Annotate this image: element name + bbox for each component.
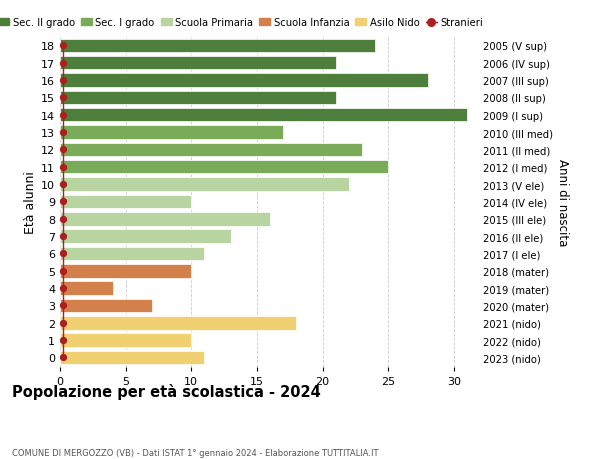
Point xyxy=(58,233,68,240)
Point xyxy=(58,77,68,84)
Bar xyxy=(60,282,113,295)
Bar xyxy=(60,213,270,226)
Bar xyxy=(60,74,427,88)
Bar xyxy=(60,264,191,278)
Point xyxy=(58,95,68,102)
Y-axis label: Anni di nascita: Anni di nascita xyxy=(556,158,569,246)
Bar xyxy=(60,178,349,191)
Bar xyxy=(60,57,335,70)
Text: Popolazione per età scolastica - 2024: Popolazione per età scolastica - 2024 xyxy=(12,383,321,399)
Point xyxy=(58,43,68,50)
Point xyxy=(58,337,68,344)
Bar xyxy=(60,39,375,53)
Y-axis label: Età alunni: Età alunni xyxy=(24,171,37,233)
Point xyxy=(58,319,68,327)
Point xyxy=(58,198,68,206)
Point xyxy=(58,268,68,275)
Point xyxy=(58,164,68,171)
Point xyxy=(58,216,68,223)
Text: COMUNE DI MERGOZZO (VB) - Dati ISTAT 1° gennaio 2024 - Elaborazione TUTTITALIA.I: COMUNE DI MERGOZZO (VB) - Dati ISTAT 1° … xyxy=(12,448,379,457)
Point xyxy=(58,354,68,361)
Bar xyxy=(60,299,152,313)
Bar xyxy=(60,316,296,330)
Bar xyxy=(60,351,205,364)
Bar xyxy=(60,247,205,261)
Bar xyxy=(60,91,335,105)
Point xyxy=(58,129,68,136)
Point xyxy=(58,60,68,67)
Point xyxy=(58,112,68,119)
Bar xyxy=(60,230,230,243)
Point xyxy=(58,302,68,309)
Point xyxy=(58,285,68,292)
Legend: Sec. II grado, Sec. I grado, Scuola Primaria, Scuola Infanzia, Asilo Nido, Stran: Sec. II grado, Sec. I grado, Scuola Prim… xyxy=(0,18,483,28)
Point xyxy=(58,250,68,257)
Bar xyxy=(60,126,283,140)
Bar xyxy=(60,109,467,122)
Bar xyxy=(60,195,191,209)
Point xyxy=(58,181,68,188)
Point xyxy=(58,146,68,154)
Bar xyxy=(60,161,388,174)
Bar xyxy=(60,143,362,157)
Bar xyxy=(60,334,191,347)
